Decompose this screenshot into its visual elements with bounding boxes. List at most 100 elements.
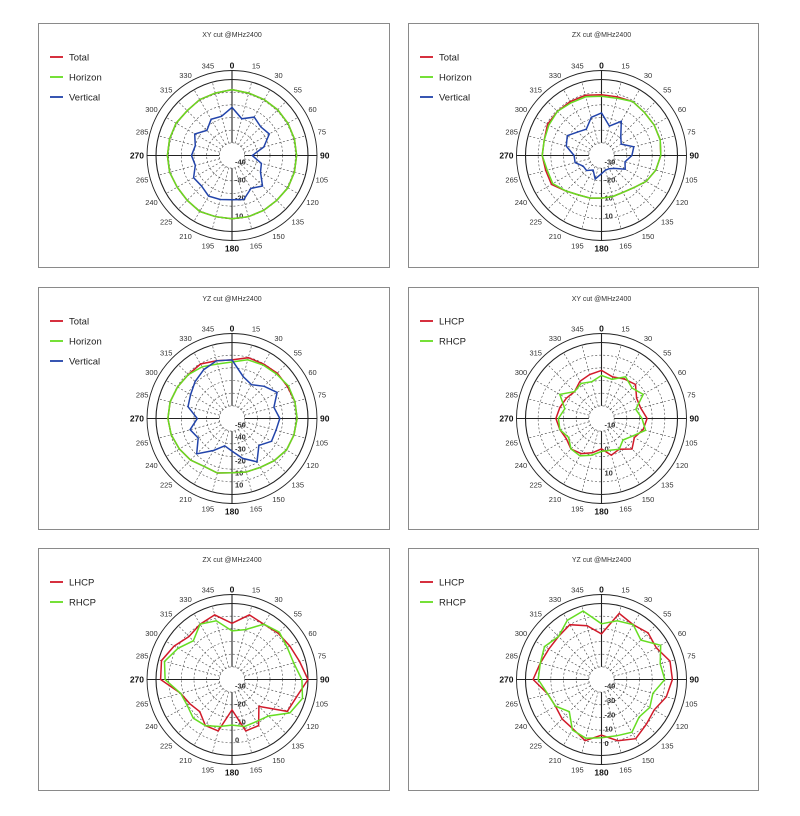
angle-label: 180 [594,768,608,778]
angle-label: 330 [549,334,562,343]
angle-label: 120 [676,198,689,207]
angle-label: 225 [529,741,542,750]
grid-spoke [234,691,252,753]
grid-spoke [581,691,599,753]
series-line-lhcp [532,612,674,742]
grid-spoke [238,690,271,746]
grid-spoke [166,117,222,150]
series-line-lhcp [555,369,648,457]
grid-spoke [212,430,230,492]
grid-spoke [193,690,226,746]
angle-label: 330 [179,334,192,343]
angle-label: 55 [663,349,671,358]
angle-label: 0 [599,324,604,334]
angle-label: 135 [292,741,305,750]
angle-label: 105 [316,176,329,185]
angle-label: 30 [274,595,282,604]
angle-label: 150 [642,495,655,504]
radial-tick-label: -10 [605,421,616,430]
grid-spoke [612,641,668,674]
angle-label: 330 [549,71,562,80]
grid-spoke [607,429,640,485]
grid-spoke [234,345,252,407]
grid-spoke [166,685,222,718]
grid-spoke [607,166,640,222]
angle-label: 225 [529,480,542,489]
radial-tick-label: -30 [235,445,246,454]
angle-label: 150 [642,756,655,765]
grid-spoke [613,682,675,700]
grid-spoke [610,364,656,410]
grid-spoke [178,101,224,147]
angle-label: 120 [676,461,689,470]
angle-label: 270 [130,151,144,161]
angle-label: 90 [690,675,700,685]
legend-label: Horizon [69,337,102,348]
angle-label: 180 [594,244,608,254]
angle-label: 15 [252,325,260,334]
angle-label: 330 [549,595,562,604]
grid-spoke [158,659,220,677]
angle-label: 60 [308,105,316,114]
grid-spoke [242,424,298,457]
chart-title: XY cut @MHz2400 [202,32,262,39]
angle-label: 55 [663,86,671,95]
angle-label: 15 [621,62,629,71]
angle-label: 180 [225,768,239,778]
chart-title: ZX cut @MHz2400 [202,557,261,564]
grid-spoke [166,380,222,413]
angle-label: 300 [515,105,528,114]
series-line-horizon [166,88,298,220]
grid-spoke [178,427,224,473]
grid-spoke [193,429,226,485]
angle-label: 300 [145,368,158,377]
angle-label: 135 [292,480,305,489]
grid-spoke [238,352,271,408]
radial-tick-label: -30 [605,696,616,705]
angle-label: 265 [505,176,518,185]
angle-label: 180 [225,244,239,254]
angle-label: 195 [571,765,584,774]
angle-label: 120 [306,722,319,731]
series-line-vertical [190,106,271,201]
angle-label: 285 [136,390,149,399]
angle-label: 60 [308,368,316,377]
angle-label: 265 [136,176,149,185]
grid-spoke [610,164,656,210]
radial-tick-label: -20 [605,176,616,185]
angle-label: 270 [499,151,513,161]
legend-label: Vertical [69,93,100,104]
angle-label: 150 [272,495,285,504]
series-line-rhcp [163,620,304,728]
grid-spoke [178,364,224,410]
angle-label: 90 [320,414,330,424]
angle-label: 60 [308,629,316,638]
grid-spoke [158,398,220,416]
grid-spoke [240,364,286,410]
angle-label: 30 [644,334,652,343]
grid-ring [588,142,615,169]
grid-spoke [212,167,230,229]
legend-label: LHCP [439,578,464,589]
angle-label: 90 [320,675,330,685]
angle-label: 330 [179,595,192,604]
angle-label: 285 [505,127,518,136]
grid-spoke [581,430,599,492]
grid-spoke [528,421,590,439]
angle-label: 300 [145,629,158,638]
radial-tick-label: -30 [605,158,616,167]
grid-spoke [166,424,222,457]
series-line-vertical [187,359,281,463]
grid-spoke [610,101,656,147]
angle-label: 120 [306,198,319,207]
polar-chart-xy-cut: XY cut @MHz2400 0 15 30 55 60 75 90 105 120 135 150… [38,23,390,268]
angle-label: 270 [130,414,144,424]
series-line-vertical [565,111,635,181]
angle-label: 195 [202,765,215,774]
radial-tick-label: 10 [605,725,613,734]
angle-label: 345 [571,325,584,334]
grid-spoke [535,424,591,457]
angle-label: 285 [505,390,518,399]
angle-label: 240 [515,722,528,731]
polar-chart-yz-cut-cp: YZ cut @MHz2400 0 15 30 55 60 75 90 105 120 135 150… [408,548,759,791]
